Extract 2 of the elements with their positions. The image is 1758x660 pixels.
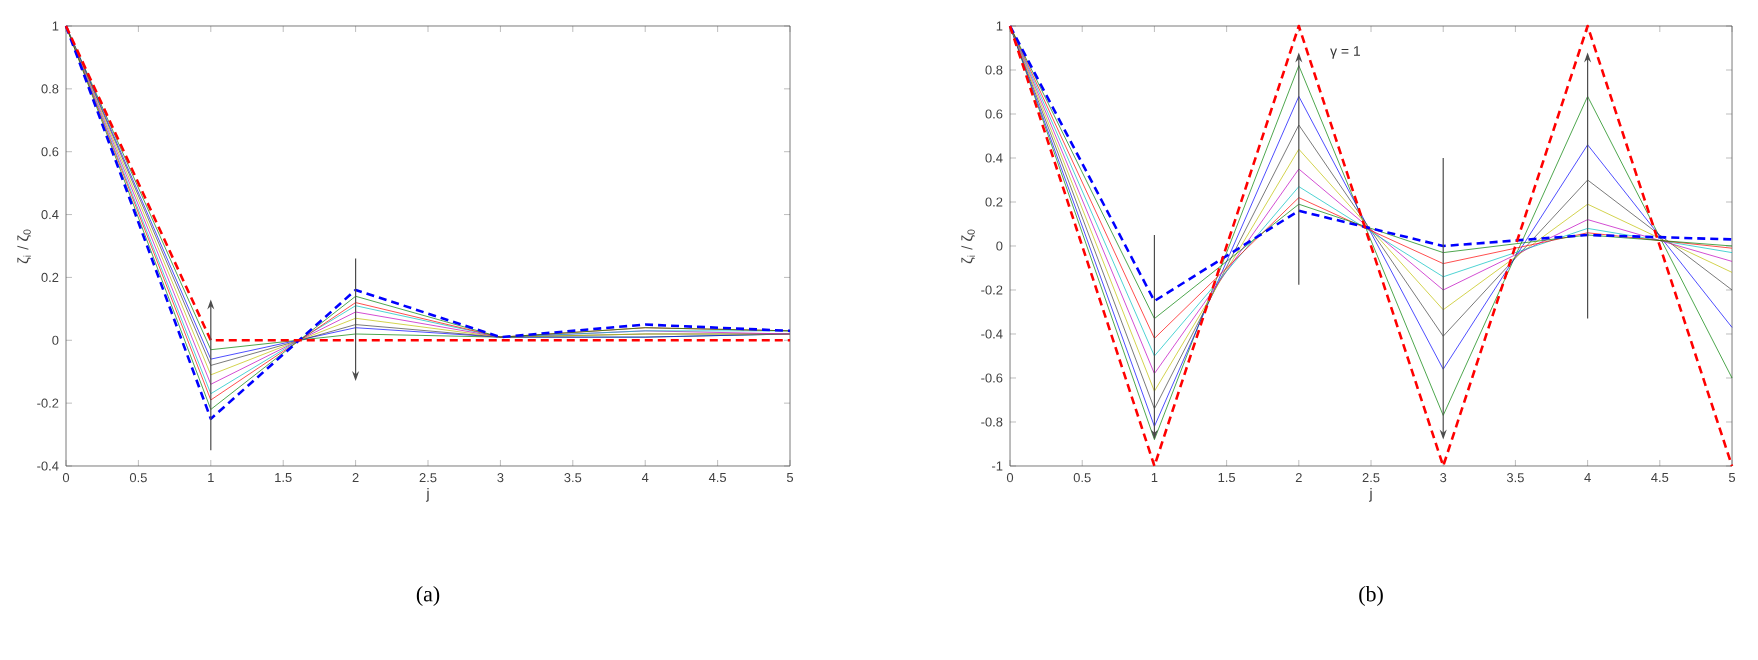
text: (b) <box>1359 586 1383 606</box>
text: (a) <box>416 586 440 606</box>
